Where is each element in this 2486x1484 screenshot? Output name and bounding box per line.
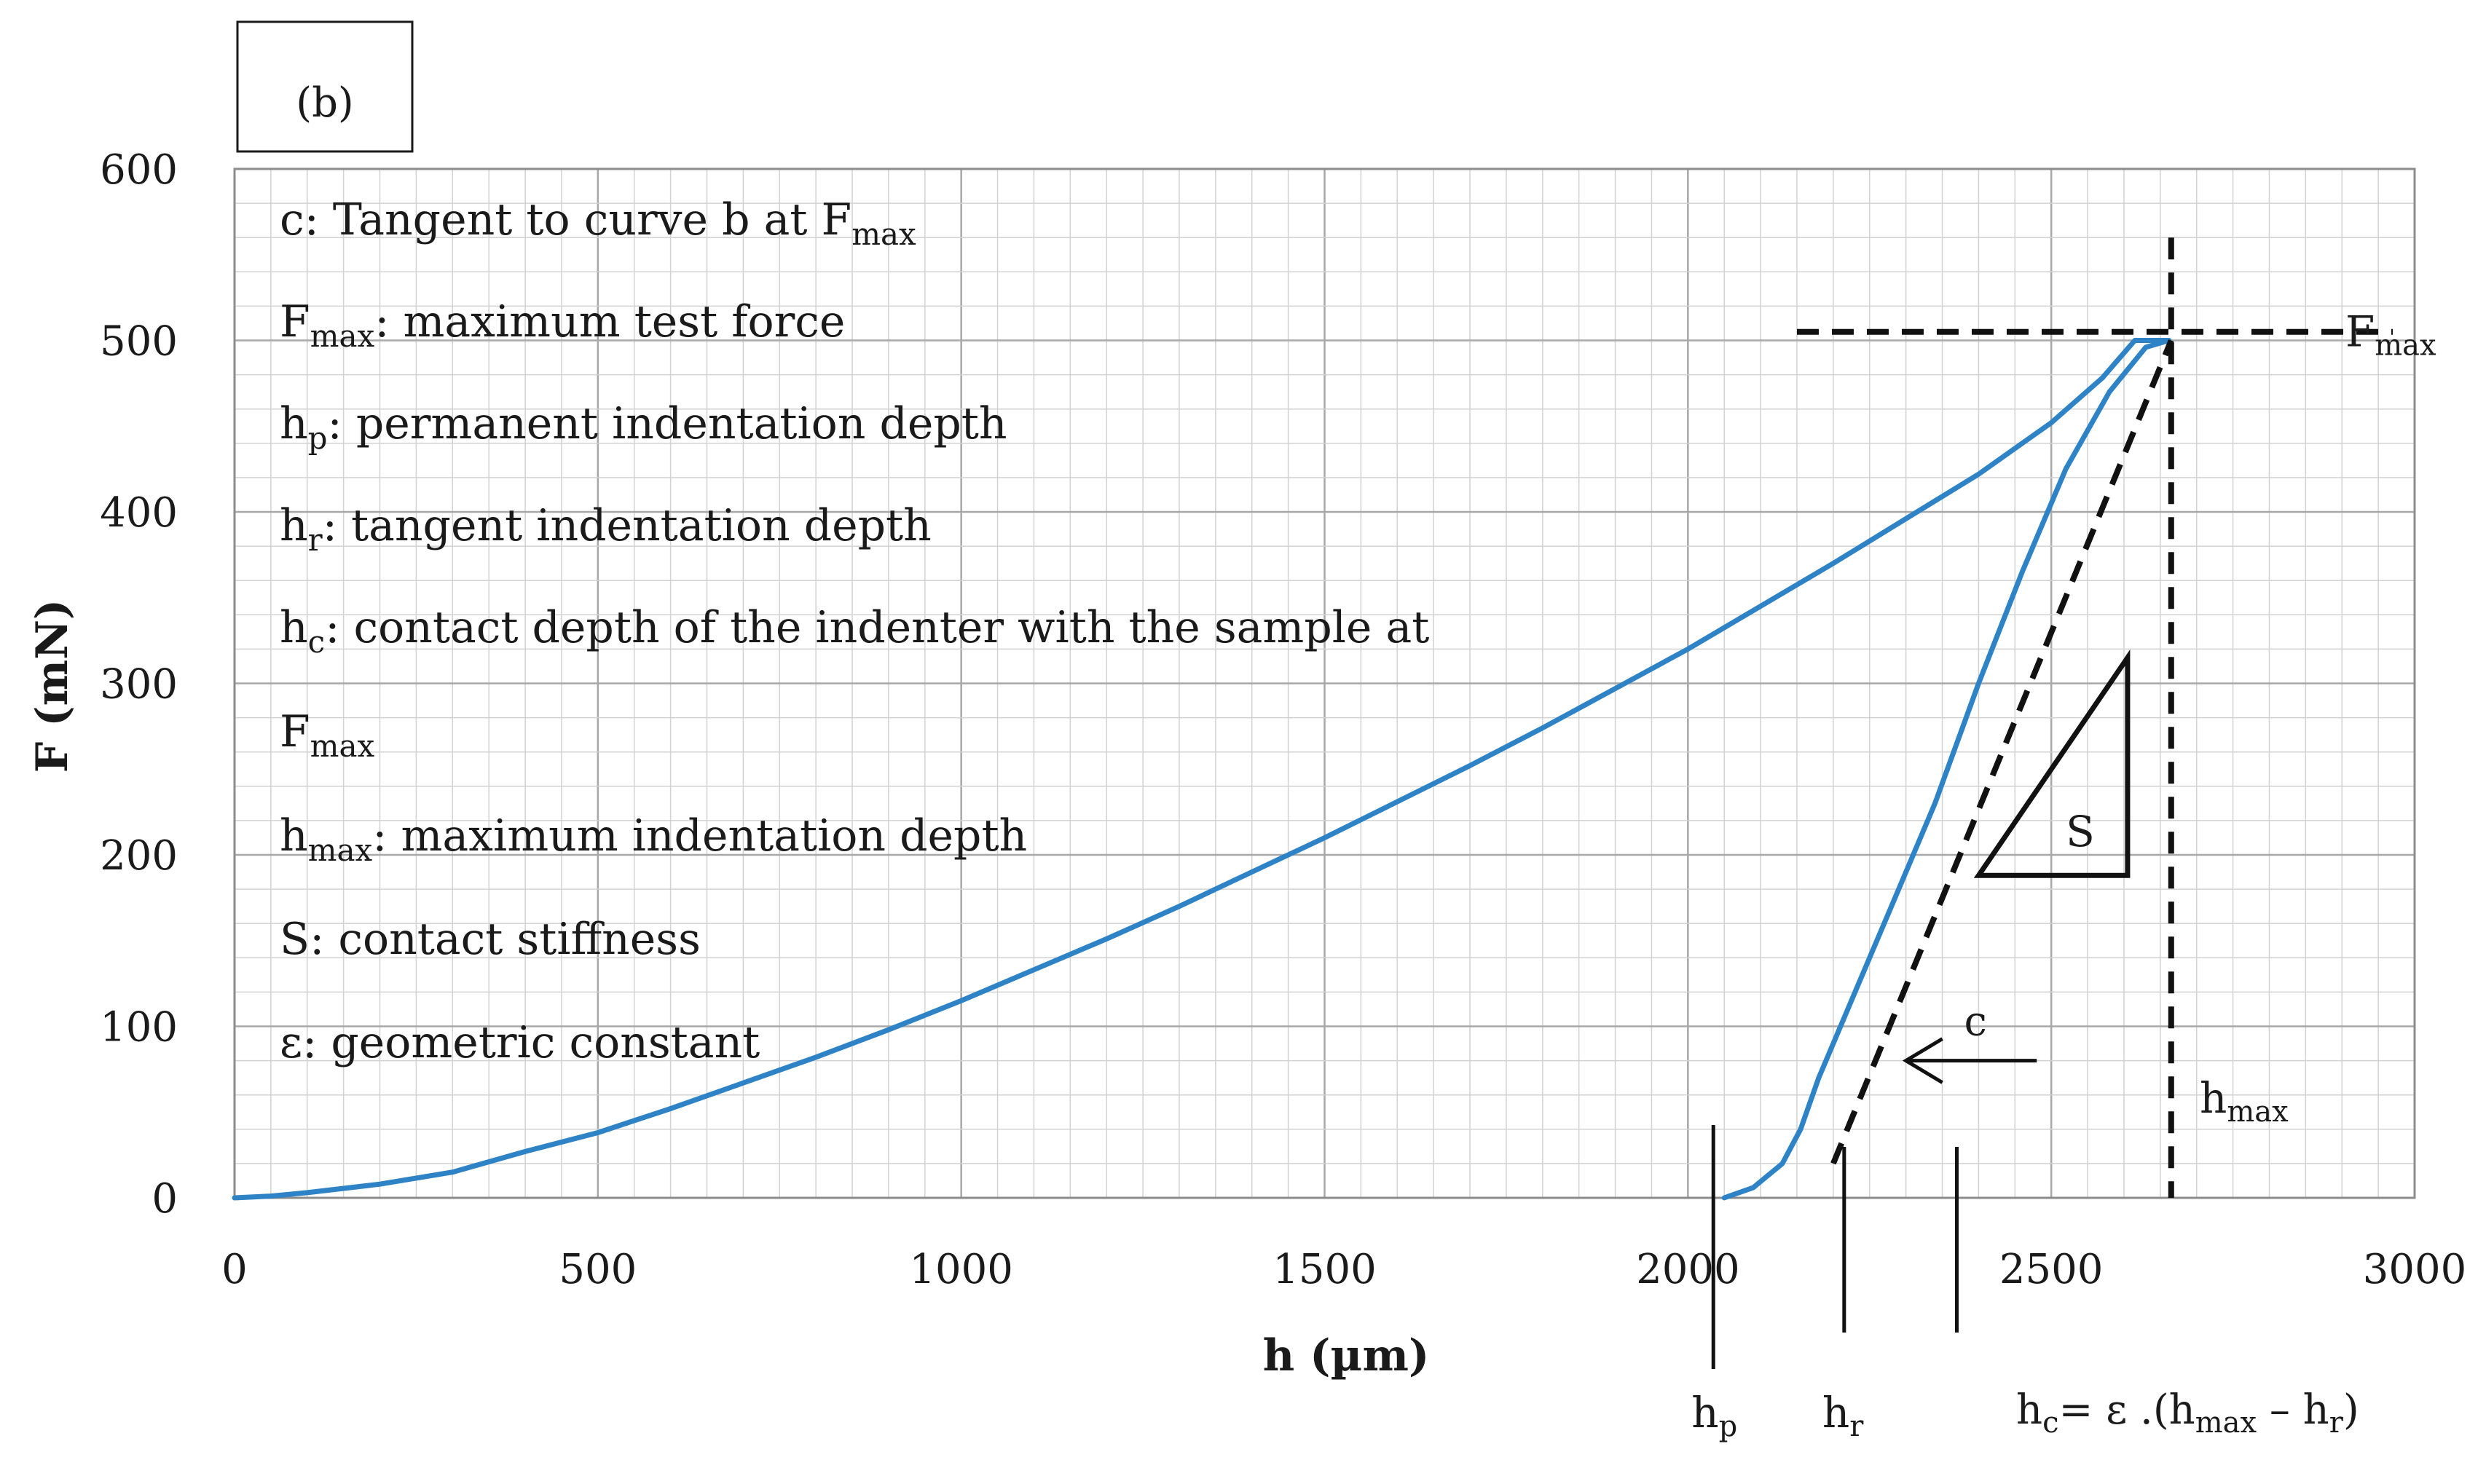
formula-sub-max: max — [2195, 1406, 2257, 1440]
y-tick-label: 300 — [100, 661, 178, 709]
panel-label-box — [236, 20, 414, 153]
fmax-label-main: F — [2345, 307, 2375, 357]
x-axis-title: h (µm) — [1263, 1330, 1430, 1381]
legend-main: F — [280, 706, 310, 757]
formula-h: h — [2016, 1386, 2042, 1434]
legend-sub: r — [308, 522, 323, 558]
y-axis-title: F (mN) — [27, 599, 78, 773]
legend-line: ε: geometric constant — [280, 1017, 760, 1068]
curve-loading — [232, 338, 2171, 1201]
legend-rest: : contact depth of the indenter with the… — [325, 602, 1429, 653]
stiffness-label: S — [2066, 807, 2095, 856]
legend-line: Fmax — [280, 706, 375, 764]
x-tick-label: 2000 — [1636, 1246, 1740, 1293]
legend-rest: : tangent indentation depth — [323, 500, 932, 551]
x-tick-label: 500 — [559, 1246, 637, 1293]
formula-sub-r: r — [2329, 1406, 2344, 1440]
legend-main: h — [280, 398, 308, 449]
formula-sub-c: c — [2042, 1406, 2058, 1440]
x-tick-label: 1000 — [909, 1246, 1013, 1293]
hmax-label: hmax — [2200, 1073, 2289, 1129]
stiffness-triangle — [1973, 649, 2131, 878]
legend-sub: max — [310, 318, 375, 354]
y-tick-label: 500 — [100, 318, 178, 366]
legend-line: Fmax: maximum test force — [280, 296, 845, 354]
legend-main: c: Tangent to curve b at F — [280, 194, 851, 245]
hmax-label-main: h — [2200, 1073, 2227, 1123]
plot-frame — [233, 167, 2416, 1199]
y-tick-label: 0 — [152, 1175, 178, 1223]
curve-unloading — [1721, 338, 2172, 1201]
marker-label-sub: r — [1849, 1410, 1864, 1443]
arrow-c-head — [1902, 1037, 1943, 1084]
legend-sub: max — [851, 216, 916, 252]
panel-label: (b) — [296, 79, 354, 127]
tangent-line-c — [1830, 339, 2174, 1165]
y-tick-label: 100 — [100, 1004, 178, 1051]
legend-line: hc: contact depth of the indenter with t… — [280, 602, 1429, 660]
formula-close: ) — [2343, 1386, 2359, 1434]
legend-line: S: contact stiffness — [280, 914, 701, 965]
legend-rest: : permanent indentation depth — [328, 398, 1007, 449]
legend-sub: max — [310, 728, 375, 764]
hc-formula: hc= ε .(hmax – hr) — [2016, 1386, 2359, 1440]
marker-label-main: h — [1822, 1388, 1849, 1437]
y-tick-label: 400 — [100, 489, 178, 537]
formula-minus-h: – h — [2257, 1386, 2329, 1434]
legend-line: c: Tangent to curve b at Fmax — [280, 194, 916, 252]
legend-rest: : maximum indentation depth — [372, 810, 1027, 861]
legend-rest: : maximum test force — [374, 296, 845, 347]
x-tick-label: 3000 — [2363, 1246, 2467, 1293]
legend-main: h — [280, 500, 308, 551]
x-tick-label: 0 — [221, 1246, 248, 1293]
legend-main: ε: geometric constant — [280, 1017, 760, 1068]
series-layer — [232, 338, 2172, 1201]
grid — [233, 167, 2416, 1199]
x-tick-label: 2500 — [1999, 1246, 2104, 1293]
y-tick-label: 200 — [100, 832, 178, 880]
fmax-label-sub: max — [2375, 329, 2436, 363]
legend-main: S: contact stiffness — [280, 914, 701, 965]
legend-sub: max — [308, 832, 373, 868]
fmax-label: Fmax — [2345, 307, 2436, 363]
axes: 0 500 1000 1500 2000 2500 3000 0 100 200 300 400 500… — [100, 146, 2466, 1293]
marker-label-r: hr — [1822, 1388, 1864, 1443]
legend-line: hp: permanent indentation depth — [280, 398, 1007, 456]
legend-sub: c — [308, 624, 326, 660]
legend-main: h — [280, 602, 308, 653]
x-tick-label: 1500 — [1272, 1246, 1377, 1293]
legend-sub: p — [308, 420, 328, 456]
legend-line: hmax: maximum indentation depth — [280, 810, 1027, 868]
y-tick-label: 600 — [100, 146, 178, 194]
arrow-c-label: c — [1964, 998, 1986, 1045]
formula-eq: = ε .(h — [2058, 1386, 2195, 1434]
marker-label-sub: p — [1719, 1410, 1738, 1443]
legend-main: F — [280, 296, 310, 347]
marker-label-main: h — [1691, 1388, 1718, 1437]
hmax-label-sub: max — [2227, 1095, 2289, 1129]
legend-line: hr: tangent indentation depth — [280, 500, 932, 558]
legend-main: h — [280, 810, 308, 861]
marker-label-p: hp — [1691, 1388, 1737, 1443]
